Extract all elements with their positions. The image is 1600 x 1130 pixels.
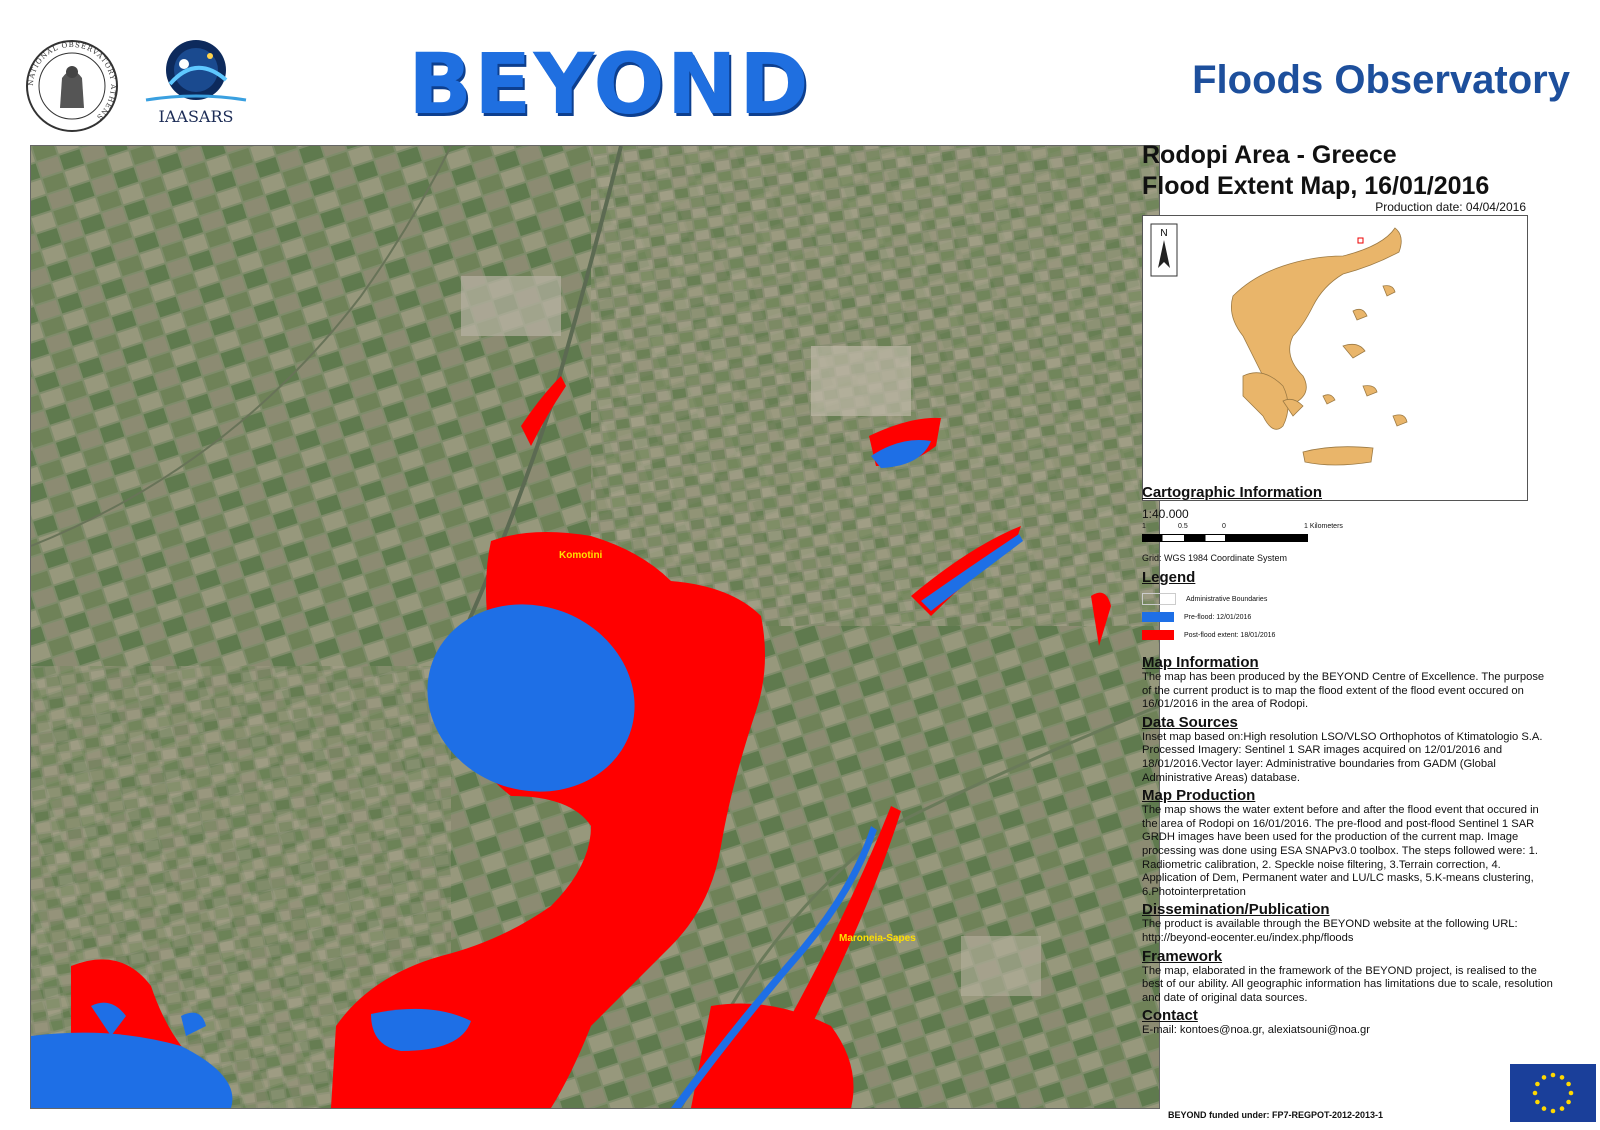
contact-text: E-mail: kontoes@noa.gr, alexiatsouni@noa… xyxy=(1142,1024,1370,1037)
cartographic-heading: Cartographic Information xyxy=(1142,484,1323,501)
dissemination-heading: Dissemination/Publication xyxy=(1142,901,1330,919)
legend-swatch xyxy=(1142,630,1174,640)
dissemination-text: The product is available through the BEY… xyxy=(1142,918,1518,931)
scalebar-label-km: 1 Kilometers xyxy=(1304,523,1343,530)
legend-swatch xyxy=(1142,612,1174,622)
iaasars-logo: IAASARS xyxy=(140,34,252,130)
eu-star-icon xyxy=(1568,1090,1574,1096)
scalebar-label-1: 1 xyxy=(1142,523,1146,530)
greece-landmass xyxy=(1230,227,1408,466)
map-title: Rodopi Area - Greece Flood Extent Map, 1… xyxy=(1142,140,1562,202)
eu-star-icon xyxy=(1566,1081,1571,1087)
eu-star-icon xyxy=(1550,1072,1556,1078)
eu-star-icon xyxy=(1535,1099,1540,1105)
eu-star-icon xyxy=(1559,1075,1565,1080)
town-area xyxy=(811,346,911,416)
data-sources-heading: Data Sources xyxy=(1142,713,1238,731)
eu-star-icon xyxy=(1550,1108,1556,1114)
map-production-text: The map shows the water extent before an… xyxy=(1142,804,1539,898)
area-of-interest-marker xyxy=(1357,237,1364,244)
contact-heading: Contact xyxy=(1142,1007,1198,1025)
scalebar-label-0: 0 xyxy=(1222,523,1226,530)
iaasars-label: IAASARS xyxy=(159,107,234,126)
place-label-maroneia-sapes: Maroneia-Sapes xyxy=(839,933,916,944)
map-info-heading: Map Information xyxy=(1142,654,1259,671)
scale-bar: 1 0.5 0 1 Kilometers xyxy=(1142,523,1562,549)
map-title-line2: Flood Extent Map, 16/01/2016 xyxy=(1142,172,1490,200)
town-area xyxy=(961,936,1041,996)
legend-item-admin: Administrative Boundaries xyxy=(1142,590,1562,608)
eu-flag-logo xyxy=(1510,1064,1596,1122)
place-label-komotini: Komotini xyxy=(559,550,603,561)
greece-inset-map: N xyxy=(1142,215,1528,501)
eu-star-icon xyxy=(1541,1106,1547,1111)
grid-system: Grid: WGS 1984 Coordinate System xyxy=(1142,553,1288,563)
map-scale: 1:40.000 xyxy=(1142,507,1189,521)
framework-text: The map, elaborated in the framework of … xyxy=(1142,964,1553,1004)
map-info-text: The map has been produced by the BEYOND … xyxy=(1142,671,1545,711)
eu-star-icon xyxy=(1566,1099,1571,1105)
noa-seal-logo: NATIONAL OBSERVATORY ATHENS xyxy=(24,38,120,134)
legend-heading: Legend xyxy=(1142,569,1196,586)
pre-flood-water xyxy=(31,440,1023,1108)
funding-statement: BEYOND funded under: FP7-REGPOT-2012-201… xyxy=(1168,1110,1384,1120)
beyond-logo-text: BEYOND xyxy=(408,35,811,133)
data-sources-text: Inset map based on:High resolution LSO/V… xyxy=(1142,730,1543,784)
map-production-heading: Map Production xyxy=(1142,787,1256,805)
framework-heading: Framework xyxy=(1142,947,1223,965)
beyond-logo: BEYOND xyxy=(408,42,860,126)
legend: Administrative Boundaries Pre-flood: 12/… xyxy=(1142,590,1562,644)
lake-vistonida xyxy=(427,604,635,792)
info-panel: Rodopi Area - Greece Flood Extent Map, 1… xyxy=(1142,140,1587,1036)
observatory-title: Floods Observatory xyxy=(1192,58,1570,102)
flood-map: Komotini Maroneia-Sapes xyxy=(30,145,1160,1109)
legend-swatch xyxy=(1142,593,1176,605)
scalebar-label-05: 0.5 xyxy=(1178,523,1188,530)
production-date: Production date: 04/04/2016 xyxy=(1375,200,1526,214)
north-label: N xyxy=(1160,228,1167,239)
eu-star-icon xyxy=(1532,1090,1538,1096)
north-arrow-icon xyxy=(1158,240,1170,268)
dissemination-url[interactable]: http://beyond-eocenter.eu/index.php/floo… xyxy=(1142,931,1354,944)
eu-star-icon xyxy=(1535,1081,1540,1087)
map-title-line1: Rodopi Area - Greece xyxy=(1142,141,1397,169)
town-area xyxy=(461,276,561,336)
eu-star-icon xyxy=(1541,1075,1547,1080)
legend-item-post-flood: Post-flood extent: 18/01/2016 xyxy=(1142,626,1562,644)
eu-star-icon xyxy=(1559,1106,1565,1111)
legend-item-pre-flood: Pre-flood: 12/01/2016 xyxy=(1142,608,1562,626)
